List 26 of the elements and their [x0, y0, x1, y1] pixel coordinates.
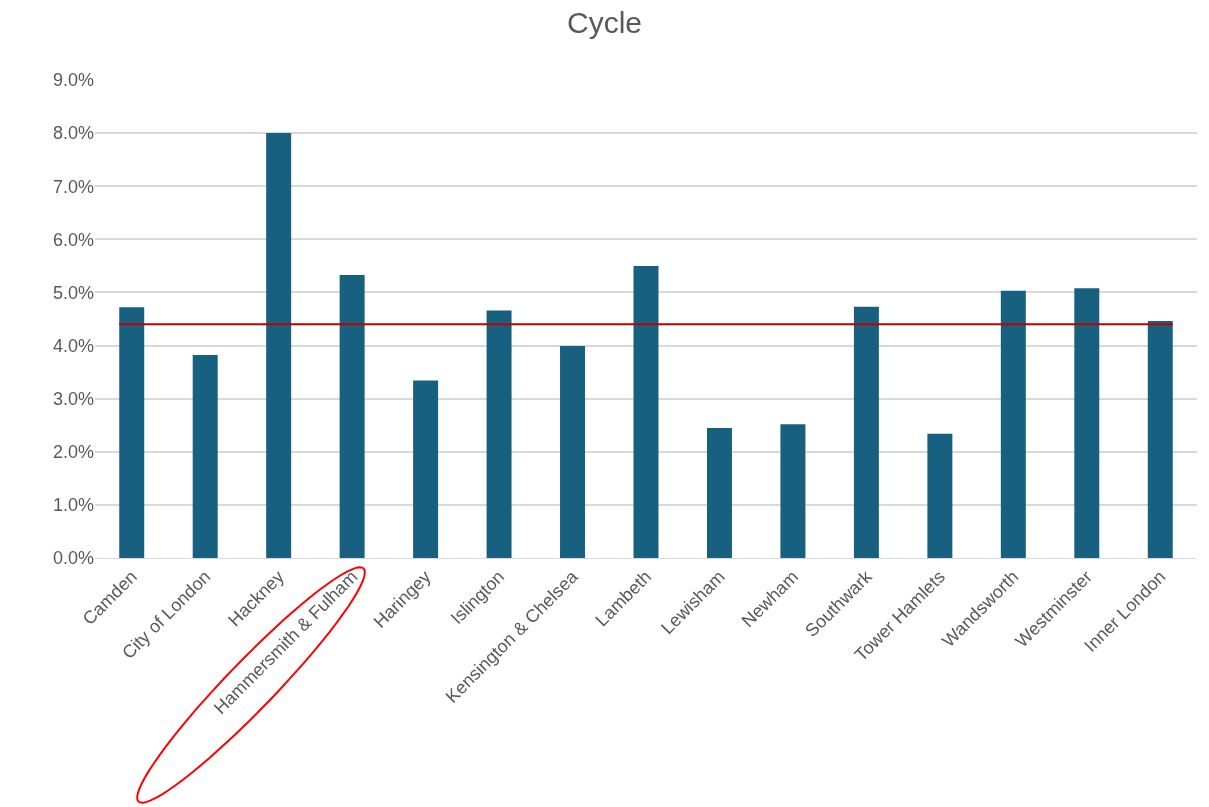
bar	[560, 346, 586, 558]
bar	[192, 355, 218, 558]
y-tick-label: 4.0%	[52, 335, 94, 356]
y-tick-label: 1.0%	[52, 495, 94, 516]
y-tick-label: 7.0%	[52, 176, 94, 197]
y-tick-label: 0.0%	[52, 548, 94, 569]
bar	[853, 306, 879, 558]
bar	[486, 310, 512, 558]
bar	[927, 433, 953, 558]
bar	[119, 307, 145, 558]
bar	[706, 427, 732, 558]
y-tick-label: 9.0%	[52, 70, 94, 91]
chart-title: Cycle	[566, 6, 643, 40]
y-tick-label: 2.0%	[52, 442, 94, 463]
bar	[413, 380, 439, 558]
y-tick-label: 8.0%	[52, 123, 94, 144]
y-tick-label: 6.0%	[52, 229, 94, 250]
bar	[633, 265, 659, 558]
bar	[780, 424, 806, 558]
bar	[1000, 290, 1026, 558]
bar	[266, 133, 292, 558]
bar	[1074, 288, 1100, 558]
y-tick-label: 3.0%	[52, 388, 94, 409]
y-tick-label: 5.0%	[52, 282, 94, 303]
bar	[339, 274, 365, 558]
bar	[1147, 321, 1173, 558]
